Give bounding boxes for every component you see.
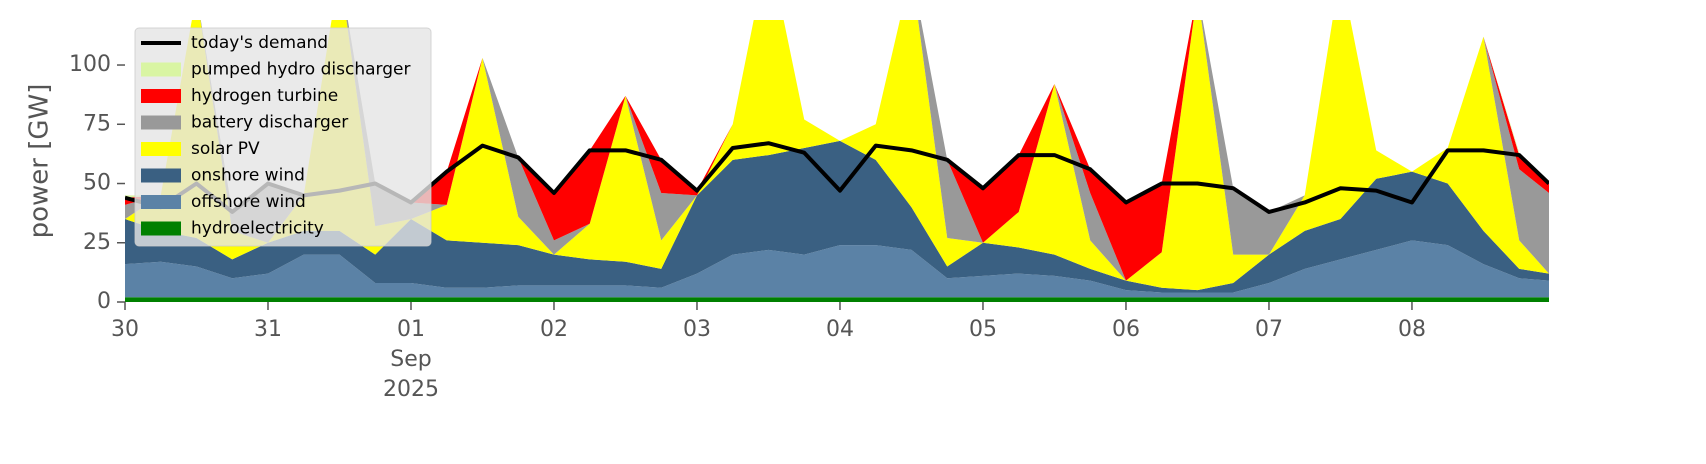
x-tick-label: 08 <box>1398 317 1426 342</box>
x-tick-label: 06 <box>1112 317 1140 342</box>
legend-swatch <box>141 89 181 103</box>
legend-label: battery discharger <box>191 113 348 133</box>
y-tick-label: 50 <box>83 171 111 196</box>
legend-label: onshore wind <box>191 166 305 186</box>
x-tick-label: 03 <box>683 317 711 342</box>
area <box>125 140 1549 293</box>
legend-swatch <box>141 115 181 130</box>
x-tick-label: 01 <box>397 317 425 342</box>
legend-label: pumped hydro discharger <box>191 60 410 80</box>
x-month-label: Sep <box>390 347 431 372</box>
x-tick-label: 30 <box>111 317 139 342</box>
area <box>125 297 1549 302</box>
legend-label: hydroelectricity <box>191 219 324 239</box>
plot-area <box>125 20 1549 302</box>
legend-swatch <box>141 168 181 183</box>
legend-label: today's demand <box>191 33 328 53</box>
area <box>125 240 1549 298</box>
x-tick-label: 07 <box>1255 317 1283 342</box>
y-tick-label: 75 <box>83 111 111 136</box>
legend-swatch <box>141 142 181 156</box>
y-tick-label: 100 <box>69 52 111 77</box>
legend-label: offshore wind <box>191 192 306 212</box>
y-axis-label: power [GW] <box>25 84 55 239</box>
legend-swatch <box>141 195 181 209</box>
x-year-label: 2025 <box>383 377 439 402</box>
legend-label: hydrogen turbine <box>191 86 338 106</box>
legend-swatch <box>141 62 181 77</box>
legend-box <box>134 27 432 247</box>
x-tick-label: 31 <box>254 317 282 342</box>
legend-label: solar PV <box>191 139 260 159</box>
x-tick-label: 04 <box>826 317 854 342</box>
y-tick-label: 25 <box>83 230 111 255</box>
x-tick-label: 02 <box>540 317 568 342</box>
legend-swatch <box>141 221 181 236</box>
y-tick-label: 0 <box>97 289 111 314</box>
x-tick-label: 05 <box>969 317 997 342</box>
area <box>125 20 1549 291</box>
